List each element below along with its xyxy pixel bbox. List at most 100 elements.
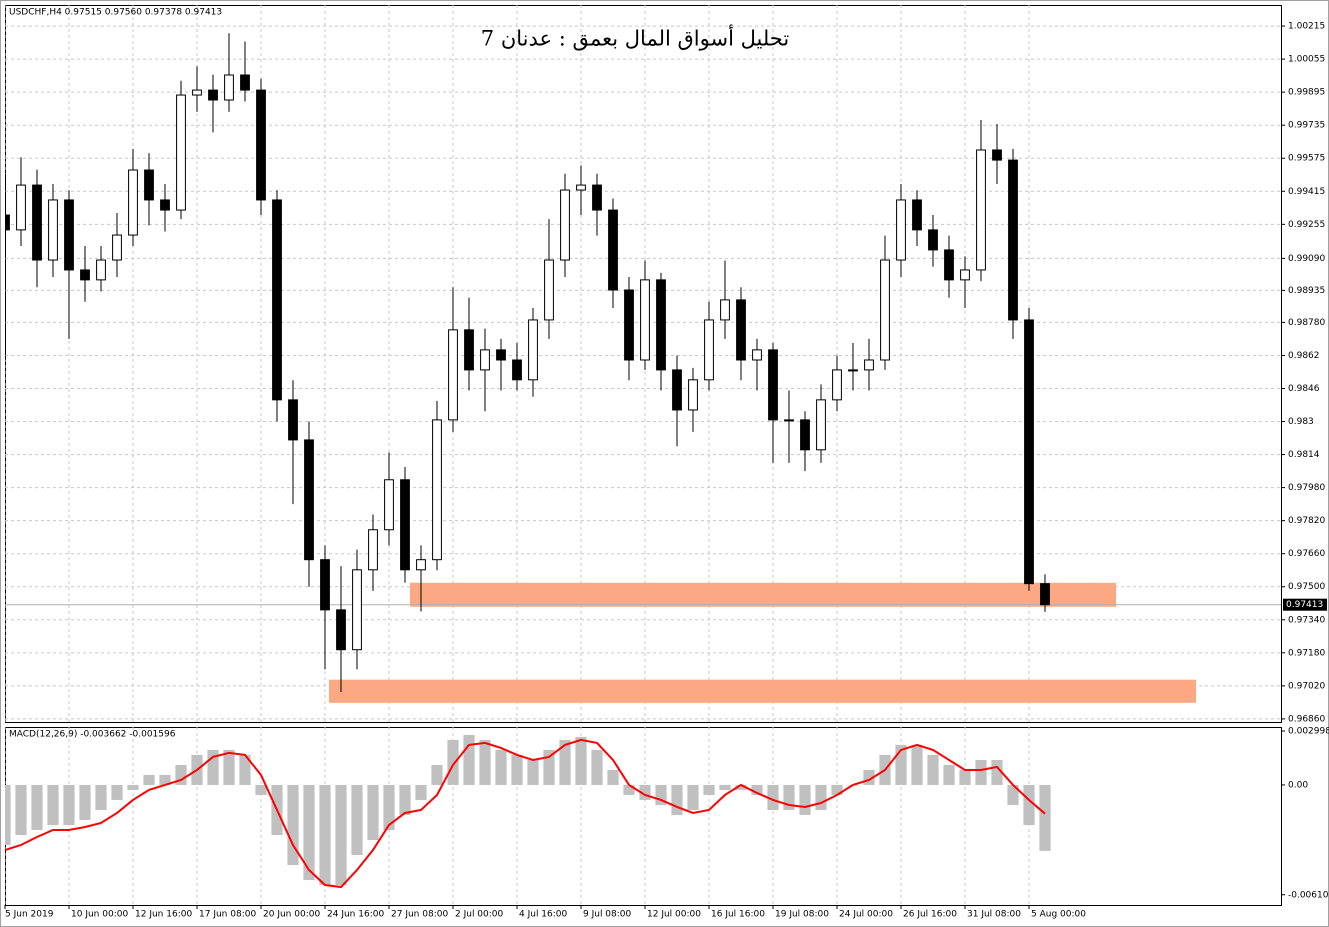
candle-body — [96, 259, 106, 281]
macd-histogram-bar — [655, 784, 667, 805]
candle-body — [5, 214, 10, 231]
macd-histogram-bar — [47, 784, 59, 825]
y-tick-label: 0.96860 — [1288, 714, 1325, 724]
candle-body — [720, 299, 730, 321]
macd-histogram-bar — [1039, 784, 1051, 851]
y-tick-label: 0.98780 — [1288, 318, 1325, 328]
macd-histogram-bar — [175, 764, 187, 785]
candle-body — [80, 269, 90, 281]
candle-body — [656, 279, 666, 371]
macd-histogram-bar — [143, 774, 155, 785]
macd-histogram-bar — [63, 784, 75, 825]
current-price-label: 0.97413 — [1286, 600, 1323, 610]
candle-body — [912, 199, 922, 231]
main-panel — [5, 5, 1282, 723]
macd-histogram-bar — [559, 739, 571, 785]
candle-body — [848, 369, 858, 372]
y-tick-label: 0.9846 — [1288, 384, 1320, 394]
macd-histogram-bar — [303, 784, 315, 881]
macd-histogram-bar — [703, 784, 715, 795]
candle-body — [896, 199, 906, 261]
x-tick-label: 12 Jul 00:00 — [647, 910, 701, 920]
candle-body — [1008, 159, 1018, 321]
y-tick-label: 0.97340 — [1288, 615, 1325, 625]
y-tick-label: 0.983 — [1288, 417, 1314, 427]
macd-histogram-bar — [159, 774, 171, 785]
macd-histogram-bar — [767, 784, 779, 810]
macd-histogram-bar — [799, 784, 811, 815]
macd-histogram-bar — [1007, 784, 1019, 805]
macd-histogram-bar — [527, 759, 539, 785]
y-tick-label: 1.00215 — [1288, 22, 1325, 32]
candle-body — [304, 439, 314, 561]
macd-histogram-bar — [127, 784, 139, 790]
macd-histogram-bar — [479, 739, 491, 785]
candle-body — [928, 229, 938, 251]
current-price-box — [1283, 598, 1327, 611]
y-tick-label: 0.97020 — [1288, 681, 1325, 691]
candle-body — [320, 559, 330, 611]
x-tick-label: 16 Jul 16:00 — [711, 910, 765, 920]
x-tick-label: 9 Jul 08:00 — [583, 910, 632, 920]
candle-body — [288, 399, 298, 441]
candle-body — [208, 89, 218, 101]
candle-body — [112, 234, 122, 261]
candle-body — [1024, 319, 1034, 585]
candle-body — [224, 74, 234, 101]
macd-histogram-bar — [927, 754, 939, 785]
candle-body — [256, 89, 266, 201]
candle-body — [688, 379, 698, 411]
macd-histogram-bar — [1023, 784, 1035, 825]
macd-histogram-bar — [111, 784, 123, 800]
y-tick-label: 0.00 — [1288, 780, 1308, 790]
macd-histogram-bar — [735, 784, 747, 790]
y-tick-label: 0.97820 — [1288, 516, 1325, 526]
macd-histogram-bar — [31, 784, 43, 830]
macd-histogram-bar — [831, 784, 843, 795]
candle-body — [640, 279, 650, 361]
candle-body — [832, 369, 842, 401]
y-tick-label: 0.99090 — [1288, 254, 1325, 264]
candle-body — [272, 199, 282, 401]
macd-histogram-bar — [431, 764, 443, 785]
x-tick-label: 19 Jul 08:00 — [775, 910, 829, 920]
candle-body — [432, 419, 442, 561]
candle-body — [768, 349, 778, 421]
candle-body — [496, 349, 506, 361]
candle-body — [864, 359, 874, 371]
y-tick-label: 0.99255 — [1288, 220, 1325, 230]
candle-body — [560, 189, 570, 261]
axes: 1.00215 1.00055 0.99895 0.99735 0.99575 0.994… — [4, 22, 1329, 920]
macd-histogram-bar — [575, 736, 587, 785]
candle-body — [336, 609, 346, 651]
macd-histogram-bar — [863, 769, 875, 785]
main-plot — [5, 5, 1281, 722]
macd-histogram-bar — [335, 784, 347, 886]
candle-body — [880, 259, 890, 361]
x-tick-label: 5 Jun 2019 — [5, 910, 54, 920]
macd-histogram-bar — [415, 784, 427, 800]
candle-body — [608, 209, 618, 291]
macd-histogram-bar — [783, 784, 795, 810]
x-tick-label: 24 Jun 16:00 — [327, 910, 384, 920]
macd-histogram-bar — [991, 759, 1003, 785]
candle-body — [128, 169, 138, 236]
macd-histogram-bar — [255, 784, 267, 795]
candle-body — [480, 349, 490, 371]
candle-body — [992, 149, 1002, 161]
candle-body — [160, 199, 170, 211]
macd-histogram-bar — [5, 784, 11, 845]
y-tick-label: 0.9814 — [1288, 450, 1320, 460]
candle-body — [672, 369, 682, 411]
y-tick-label: 0.99415 — [1288, 187, 1325, 197]
support-zone — [409, 582, 1117, 607]
y-tick-label: 0.97660 — [1288, 549, 1325, 559]
y-tick-label: 0.97980 — [1288, 483, 1325, 493]
candle-body — [576, 184, 586, 191]
candle-body — [512, 359, 522, 381]
candle-body — [48, 199, 58, 261]
candle-body — [976, 149, 986, 271]
candle-body — [784, 419, 794, 422]
